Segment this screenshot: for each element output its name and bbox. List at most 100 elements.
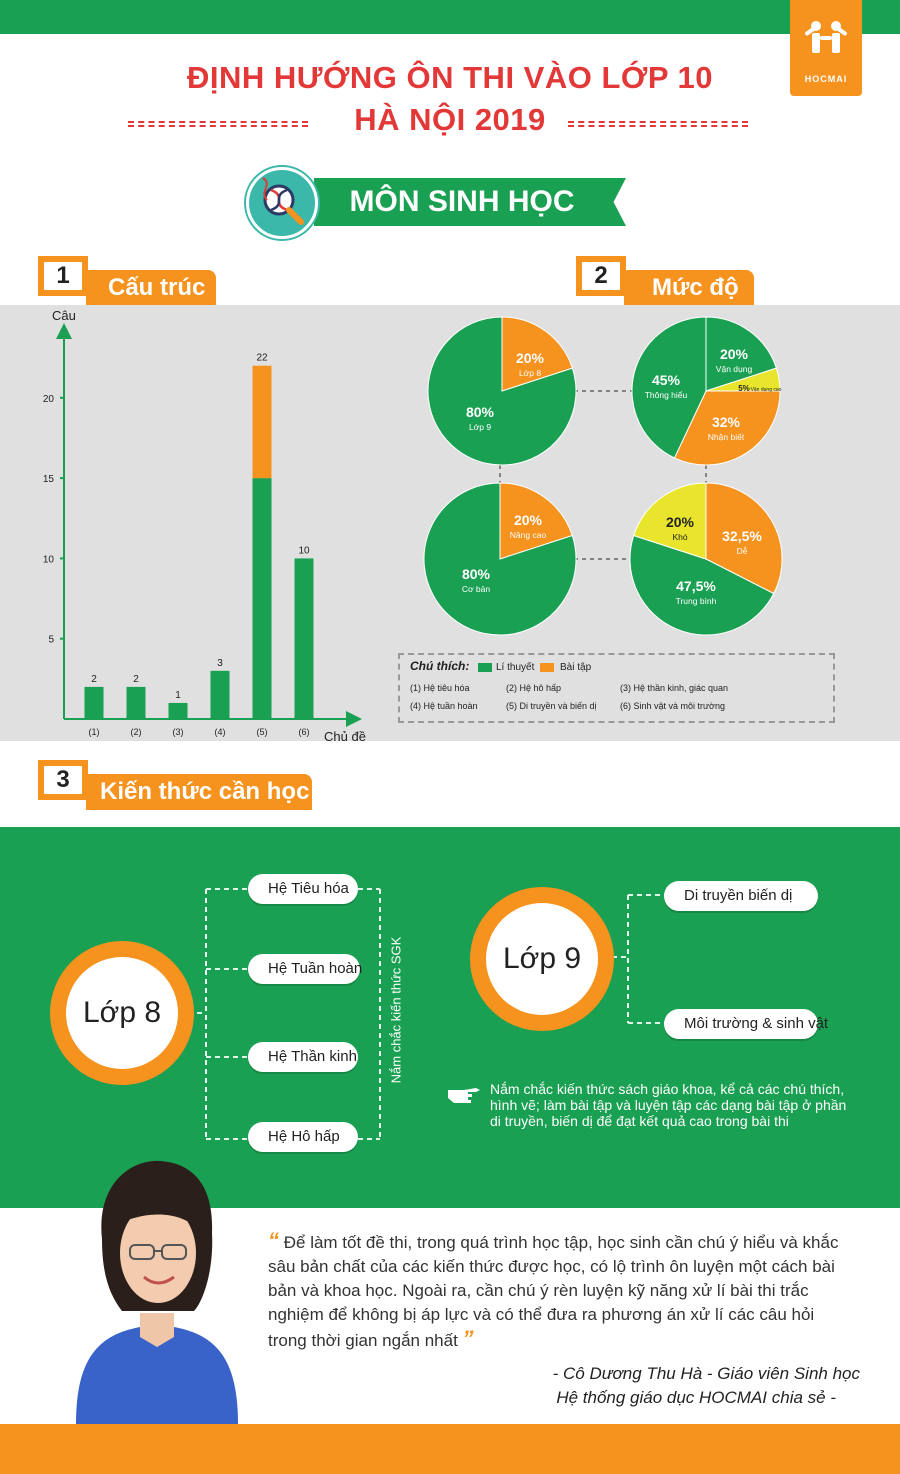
- subject-title: MÔN SINH HỌC: [349, 185, 575, 218]
- bar-segment: [252, 478, 272, 719]
- bar-value-label: 10: [298, 545, 310, 556]
- y-tick-label: 15: [43, 474, 55, 485]
- pie-slice: [499, 482, 573, 560]
- section3-tab: Kiến thức cần học: [86, 774, 312, 810]
- section3-number: 3: [38, 760, 88, 800]
- pie-pct-label: 47,5%: [676, 578, 716, 594]
- page-title-line2: HÀ NỘI 2019: [354, 102, 546, 137]
- pie-slice-label: Vận dụng: [716, 364, 753, 374]
- pie-slice-label: Vận dụng cao: [751, 387, 782, 393]
- pie-slice: [423, 482, 577, 636]
- pie-slice: [705, 482, 783, 595]
- sgk-side-note: Nắm chắc kiến thức SGK: [376, 880, 416, 1140]
- hocmai-logo[interactable]: HOCMAI: [790, 0, 862, 96]
- bar-value-label: 22: [256, 353, 268, 364]
- pie-pct-label: 5%: [738, 384, 750, 393]
- y-tick-label: 20: [43, 394, 55, 405]
- legend-topic: (4) Hệ tuần hoàn: [410, 701, 478, 711]
- legend-topic: (2) Hệ hô hấp: [506, 683, 562, 693]
- bar-value-label: 1: [175, 690, 181, 701]
- kids-logo-icon: [805, 21, 847, 53]
- teacher-quote: “ Để làm tốt đề thi, trong quá trình học…: [268, 1229, 848, 1353]
- pie-pct-label: 32%: [712, 414, 741, 430]
- pie-slice: [633, 482, 707, 560]
- section2-number: 2: [576, 256, 626, 296]
- y-tick-label: 10: [43, 554, 55, 565]
- x-axis-label: Chủ đề: [324, 729, 366, 741]
- y-tick-label: 5: [48, 635, 54, 646]
- pie-slice-label: Khó: [672, 532, 687, 542]
- title-dash-right: [568, 121, 748, 127]
- x-tick-label: (6): [299, 727, 310, 737]
- pie-slice-label: Cơ bản: [462, 584, 491, 594]
- sgk-side-note-text: Nắm chắc kiến thức SGK: [388, 936, 404, 1084]
- x-tick-label: (2): [131, 727, 142, 737]
- x-tick-label: (5): [257, 727, 268, 737]
- x-tick-label: (1): [89, 727, 100, 737]
- pie-slice-label: Nâng cao: [510, 530, 547, 540]
- knowledge-connectors: [188, 888, 666, 1140]
- logo-text: HOCMAI: [804, 74, 848, 84]
- pie-slice-label: Lớp 8: [519, 368, 541, 378]
- x-tick-label: (4): [215, 727, 226, 737]
- pointing-hand-icon: [448, 1088, 480, 1103]
- pie-slice: [705, 316, 778, 392]
- legend-title: Chú thích:: [410, 659, 470, 673]
- grade8-topic-pill[interactable]: Hệ Tiêu hóa: [248, 874, 358, 904]
- pie-pct-label: 32,5%: [722, 528, 762, 544]
- pie-pct-label: 20%: [514, 512, 543, 528]
- teacher-photo: [76, 1160, 238, 1424]
- legend-topic: (1) Hệ tiêu hóa: [410, 683, 470, 693]
- legend-box: Chú thích: Lí thuyết Bài tập (1) Hệ tiêu…: [398, 653, 835, 723]
- bar-value-label: 3: [217, 658, 223, 669]
- grade9-topic-pill[interactable]: Di truyền biến dị: [664, 881, 818, 911]
- pie-slice: [427, 316, 577, 466]
- pie-pct-label: 20%: [720, 346, 749, 362]
- footer-bar: [0, 1424, 900, 1474]
- study-tip: Nắm chắc kiến thức sách giáo khoa, kể cả…: [490, 1081, 847, 1129]
- grade8-topic-pill[interactable]: Hệ Thần kinh: [248, 1042, 358, 1072]
- grade9-label: Lớp 9: [486, 903, 598, 1015]
- x-tick-label: (3): [173, 727, 184, 737]
- pie-slice-label: Thông hiểu: [645, 390, 688, 400]
- page-title-line1: ĐỊNH HƯỚNG ÔN THI VÀO LỚP 10: [186, 60, 714, 95]
- pie-slice: [629, 534, 775, 636]
- pie-pct-label: 20%: [666, 514, 695, 530]
- title-dash-left: [128, 121, 308, 127]
- pie-slice-label: Dễ: [737, 546, 748, 556]
- legend-swatch-exercise: [540, 663, 554, 672]
- grade8-label: Lớp 8: [66, 957, 178, 1069]
- bar-segment: [168, 702, 188, 719]
- dna-magnifier-icon: [246, 167, 318, 239]
- pie-slice: [501, 316, 574, 392]
- subject-banner: [314, 178, 626, 226]
- bar-value-label: 2: [133, 674, 139, 685]
- pie-pct-label: 20%: [516, 350, 545, 366]
- pie-pct-label: 80%: [466, 404, 495, 420]
- grade9-circle: Lớp 9: [470, 887, 614, 1031]
- bar-segment: [294, 558, 314, 719]
- section2-tab: Mức độ: [624, 270, 754, 306]
- quote-text: Để làm tốt đề thi, trong quá trình học t…: [268, 1233, 839, 1350]
- legend-theory: Lí thuyết: [496, 662, 535, 673]
- pie-charts: 20% Lớp 8 80% Lớp 9 20% Vận dụng 5% Vận dụng ca…: [423, 316, 783, 636]
- pie-slice: [673, 390, 781, 466]
- grade8-topic-pill[interactable]: Hệ Hô hấp: [248, 1122, 358, 1152]
- grade8-circle: Lớp 8: [50, 941, 194, 1085]
- quote-close-mark: ”: [462, 1326, 474, 1351]
- pie-pct-label: 45%: [652, 372, 681, 388]
- section1-tab: Cấu trúc: [86, 270, 216, 306]
- top-bar: [0, 0, 900, 34]
- quote-signature-2: Hệ thống giáo dục HOCMAI chia sẻ -: [556, 1388, 836, 1407]
- pie-slice-label: Lớp 9: [469, 422, 491, 432]
- bar-segment: [84, 686, 104, 719]
- grade9-topic-pill[interactable]: Môi trường & sinh vật: [664, 1009, 828, 1039]
- pie-slice-label: Nhận biết: [708, 432, 745, 442]
- legend-exercise: Bài tập: [560, 662, 592, 673]
- y-axis-label: Câu: [52, 308, 76, 323]
- pie-slice-label: Trung bình: [676, 596, 717, 606]
- bar-segment: [252, 365, 272, 479]
- bar-chart: Câu Chủ đề 5 10 15 20 2 (1) 2 (2) 1 (3) 3 (4) 22 (5) 1…: [43, 308, 366, 741]
- grade8-topic-pill[interactable]: Hệ Tuần hoàn: [248, 954, 362, 984]
- legend-topic: (3) Hệ thần kinh, giác quan: [620, 683, 729, 693]
